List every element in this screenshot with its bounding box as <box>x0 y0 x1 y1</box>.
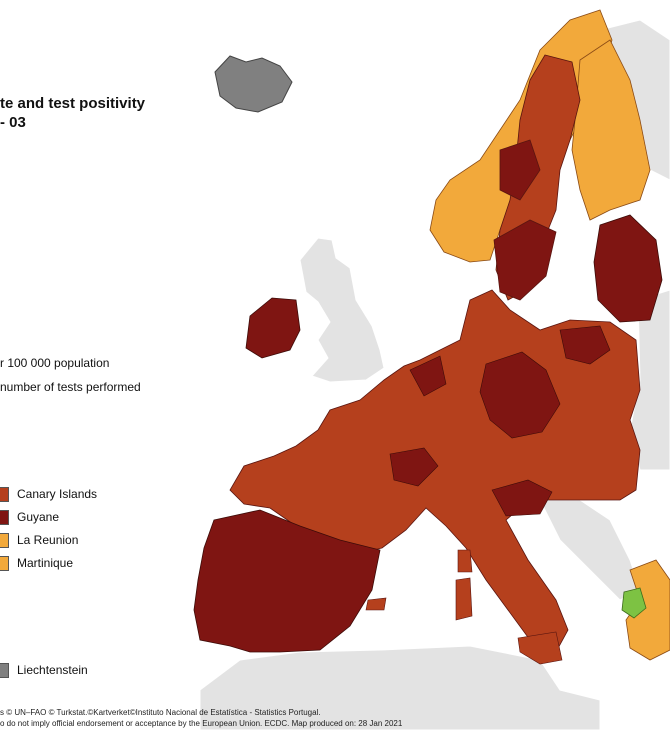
legend-swatch <box>0 532 9 548</box>
legend-label: Liechtenstein <box>17 663 88 677</box>
legend-label: Canary Islands <box>17 487 98 501</box>
legend-swatch <box>0 509 9 525</box>
legend-item-canary-islands: Canary Islands <box>0 486 97 502</box>
ireland <box>245 297 301 359</box>
legend-label: La Reunion <box>17 533 79 547</box>
legend-item-la-reunion: La Reunion <box>0 532 78 548</box>
legend-population-note: r 100 000 population <box>0 356 110 370</box>
legend-label: Guyane <box>17 510 60 524</box>
legend-swatch <box>0 555 9 571</box>
footer-disclaimer: o do not imply official endorsement or a… <box>0 719 403 728</box>
legend-item-liechtenstein: Liechtenstein <box>0 662 88 678</box>
map-subtitle: - 03 <box>0 114 26 131</box>
legend-tests-note: number of tests performed <box>0 380 141 394</box>
dark-red-regions <box>389 325 611 517</box>
legend-swatch <box>0 662 9 678</box>
footer-credits: s © UN–FAO © Turkstat.©Kartverket©Instit… <box>0 708 321 717</box>
iberia <box>193 509 381 653</box>
legend-swatch <box>0 486 9 502</box>
legend-label: Martinique <box>17 556 74 570</box>
islands <box>365 549 563 665</box>
legend-item-martinique: Martinique <box>0 555 73 571</box>
iceland-shape <box>214 55 293 113</box>
green-region <box>621 587 647 619</box>
legend-item-guyane: Guyane <box>0 509 59 525</box>
baltics <box>593 214 663 323</box>
map-title: te and test positivity <box>0 95 146 112</box>
sweden <box>493 54 581 301</box>
